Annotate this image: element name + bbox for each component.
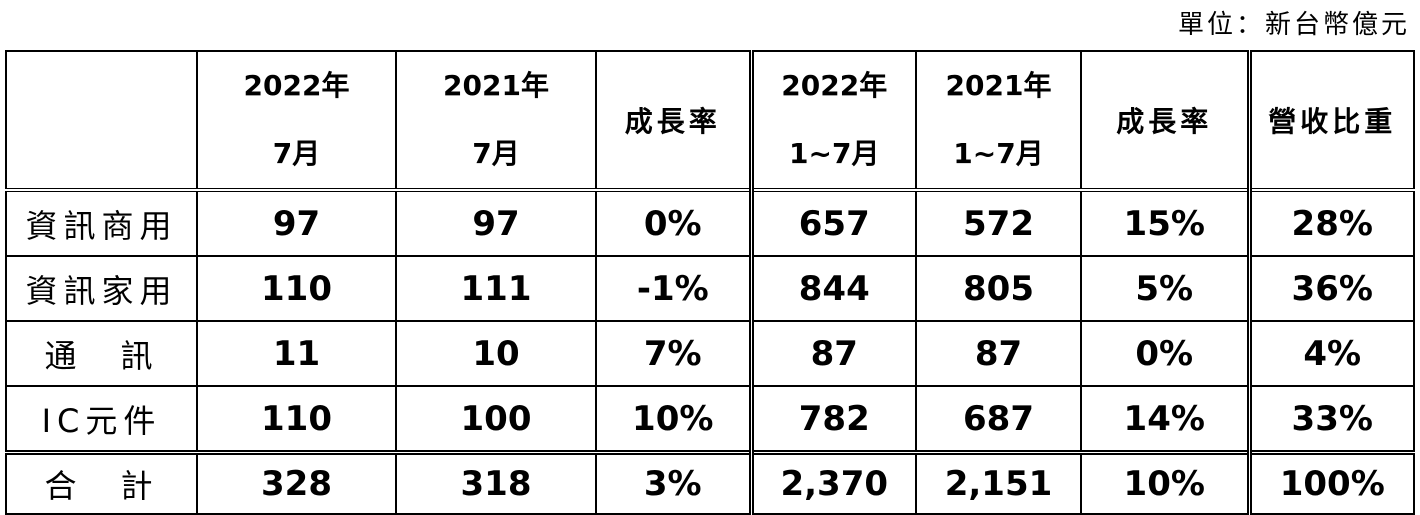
- cell: 318: [395, 450, 597, 515]
- header-cell: 成長率: [1080, 50, 1250, 192]
- row-label: 通 訊: [5, 320, 198, 387]
- cell: 97: [395, 189, 597, 257]
- cell: 687: [915, 385, 1082, 454]
- cell: 100: [395, 385, 597, 454]
- cell: -1%: [595, 255, 752, 322]
- header-text: 1~7月: [953, 137, 1044, 170]
- header-text: 2022年: [243, 69, 350, 102]
- cell: 10%: [1080, 450, 1250, 515]
- header-cell: 2021年 1~7月: [915, 50, 1082, 192]
- unit-note: 單位：新台幣億元: [1177, 10, 1410, 40]
- cell: 0%: [1080, 320, 1250, 387]
- header-text: 營收比重: [1268, 105, 1397, 138]
- cell: 100%: [1246, 450, 1415, 515]
- table-row: IC元件 110 100 10% 782 687 14% 33%: [5, 385, 1415, 454]
- header-text: 成長率: [1116, 105, 1213, 138]
- cell: 782: [748, 385, 917, 454]
- table-body: 資訊商用 97 97 0% 657 572 15% 28% 資訊家用 110 111 -1% 844 80…: [5, 189, 1415, 515]
- table-row: 資訊商用 97 97 0% 657 572 15% 28%: [5, 189, 1415, 257]
- cell: 14%: [1080, 385, 1250, 454]
- header-cell: 2022年 7月: [196, 50, 397, 192]
- cell: 10: [395, 320, 597, 387]
- cell: 110: [196, 385, 397, 454]
- cell: 87: [748, 320, 917, 387]
- cell: 97: [196, 189, 397, 257]
- header-cell: 營收比重: [1246, 50, 1415, 192]
- cell: 657: [748, 189, 917, 257]
- cell: 2,151: [915, 450, 1082, 515]
- cell: 28%: [1246, 189, 1415, 257]
- cell: 844: [748, 255, 917, 322]
- header-row: 2022年 7月 2021年 7月 成長率 2022年 1~7月 2021年 1~7月 成長率 營收…: [5, 50, 1415, 192]
- table-row: 通 訊 11 10 7% 87 87 0% 4%: [5, 320, 1415, 387]
- row-label: IC元件: [5, 385, 198, 454]
- cell: 11: [196, 320, 397, 387]
- cell: 3%: [595, 450, 752, 515]
- row-label: 資訊家用: [5, 255, 198, 322]
- cell: 111: [395, 255, 597, 322]
- table-row: 合 計 328 318 3% 2,370 2,151 10% 100%: [5, 450, 1415, 515]
- header-text: 2021年: [945, 69, 1052, 102]
- cell: 572: [915, 189, 1082, 257]
- header-text: 2022年: [781, 69, 888, 102]
- header-cell: 2021年 7月: [395, 50, 597, 192]
- cell: 87: [915, 320, 1082, 387]
- header-text: 7月: [272, 137, 321, 170]
- cell: 805: [915, 255, 1082, 322]
- revenue-table: 2022年 7月 2021年 7月 成長率 2022年 1~7月 2021年 1~7月 成長率 營收…: [5, 50, 1415, 515]
- table-row: 資訊家用 110 111 -1% 844 805 5% 36%: [5, 255, 1415, 322]
- cell: 7%: [595, 320, 752, 387]
- cell: 0%: [595, 189, 752, 257]
- header-text: 1~7月: [789, 137, 880, 170]
- row-label: 資訊商用: [5, 189, 198, 257]
- corner-cell: [5, 50, 198, 192]
- cell: 328: [196, 450, 397, 515]
- row-label: 合 計: [5, 450, 198, 515]
- cell: 4%: [1246, 320, 1415, 387]
- cell: 36%: [1246, 255, 1415, 322]
- cell: 33%: [1246, 385, 1415, 454]
- header-text: 成長率: [624, 105, 721, 138]
- cell: 15%: [1080, 189, 1250, 257]
- cell: 10%: [595, 385, 752, 454]
- header-text: 7月: [472, 137, 520, 170]
- header-cell: 2022年 1~7月: [748, 50, 917, 192]
- header-text: 2021年: [443, 69, 549, 102]
- cell: 2,370: [748, 450, 917, 515]
- cell: 5%: [1080, 255, 1250, 322]
- header-cell: 成長率: [595, 50, 752, 192]
- cell: 110: [196, 255, 397, 322]
